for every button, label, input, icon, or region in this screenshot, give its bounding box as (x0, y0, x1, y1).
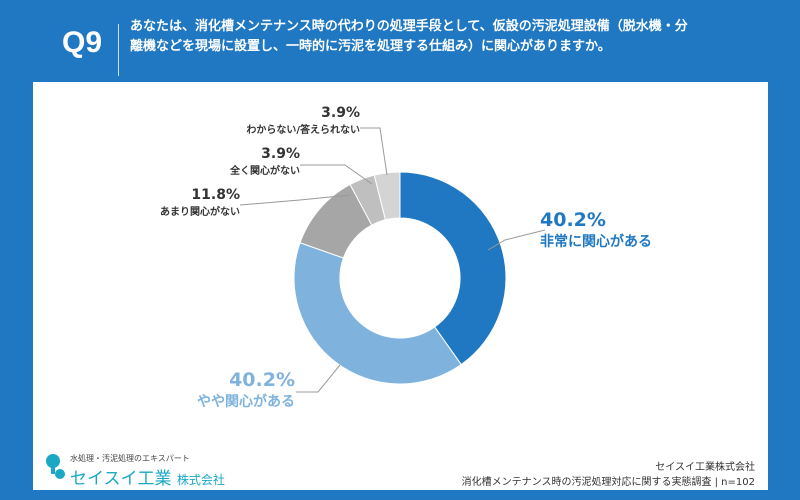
slice-4 (373, 171, 401, 221)
label-slice-4: 3.9% わからない/答えられない (246, 105, 360, 136)
chart-panel (33, 82, 768, 490)
leader-line-3 (300, 164, 373, 185)
source-note: セイスイ工業株式会社 消化槽メンテナンス時の汚泥処理対応に関する実態調査 | n=… (461, 462, 755, 488)
label-slice-1: 40.2% やや関心がある (197, 369, 295, 410)
tagline: 水処理・汚泥処理のエキスパート (70, 454, 190, 463)
question-text: あなたは、消化槽メンテナンス時の代わりの処理手段として、仮設の汚泥処理設備（脱水… (130, 19, 688, 54)
leader-line-0 (487, 229, 546, 251)
label-slice-3: 3.9% 全く関心がない (230, 146, 300, 177)
divider (118, 24, 119, 76)
leader-line-1 (296, 364, 341, 393)
leader-line-2 (239, 194, 351, 206)
brand-name: セイスイ工業 株式会社 (70, 469, 225, 489)
slice-1 (293, 242, 462, 385)
leader-line-4 (360, 127, 388, 176)
label-slice-2: 11.8% あまり関心がない (160, 187, 240, 218)
company-logo-icon (46, 454, 65, 479)
label-slice-0: 40.2% 非常に関心がある (540, 209, 652, 250)
slice-0 (399, 171, 507, 366)
question-number: Q9 (62, 26, 103, 59)
